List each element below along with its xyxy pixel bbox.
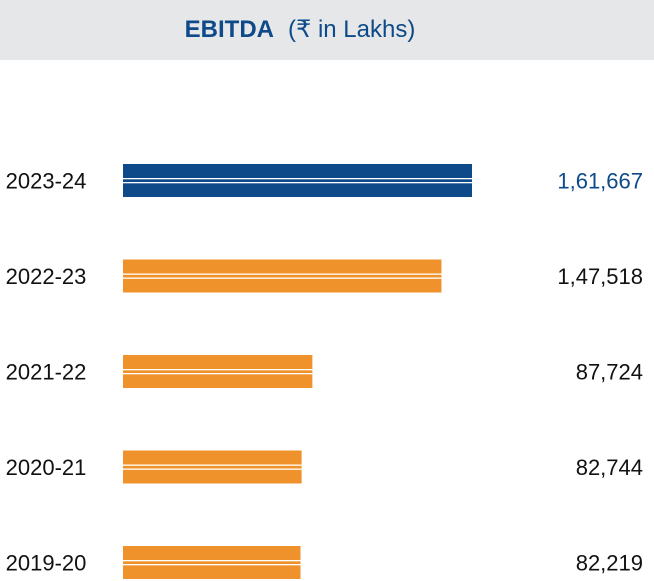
bar-2021-22 xyxy=(123,355,313,388)
bar-stripe-2023-24-1 xyxy=(123,178,472,180)
chart-title-main: EBITDA xyxy=(184,16,275,43)
bar-row-2021-22: 2021-22 87,724 xyxy=(6,355,643,388)
value-label: 82,219 xyxy=(576,551,643,576)
bar-stripe-2021-22-2 xyxy=(123,373,313,375)
chart-header: EBITDA (₹ in Lakhs) xyxy=(0,0,654,60)
category-label: 2023-24 xyxy=(6,169,87,194)
category-label: 2021-22 xyxy=(6,360,87,385)
bar-2019-20 xyxy=(123,546,301,579)
bar-stripe-2020-21-2 xyxy=(123,468,302,470)
bar-row-2020-21: 2020-21 82,744 xyxy=(6,450,643,484)
bar-stripe-2022-23-2 xyxy=(123,277,442,279)
category-label: 2022-23 xyxy=(6,264,87,289)
chart-title-unit: (₹ in Lakhs) xyxy=(288,16,416,43)
category-label: 2020-21 xyxy=(6,455,87,480)
bar-row-2019-20: 2019-20 82,219 xyxy=(6,546,643,579)
bar-2022-23 xyxy=(123,259,442,293)
value-label: 82,744 xyxy=(576,455,643,480)
bar-stripe-2019-20-2 xyxy=(123,564,301,566)
chart-title: EBITDA (₹ in Lakhs) xyxy=(0,0,600,60)
bar-2023-24 xyxy=(123,164,472,197)
bar-stripe-2021-22-1 xyxy=(123,369,313,371)
bar-stripe-2022-23-1 xyxy=(123,273,442,275)
bar-stripe-2019-20-1 xyxy=(123,560,301,562)
value-label: 1,47,518 xyxy=(557,264,643,289)
bar-row-2023-24: 2023-24 1,61,667 xyxy=(6,164,643,197)
value-label: 87,724 xyxy=(576,360,643,385)
bar-stripe-2020-21-1 xyxy=(123,464,302,466)
bar-row-2022-23: 2022-23 1,47,518 xyxy=(6,259,643,293)
bar-stripe-2023-24-2 xyxy=(123,182,472,184)
value-label: 1,61,667 xyxy=(557,169,643,194)
category-label: 2019-20 xyxy=(6,551,87,576)
bar-2020-21 xyxy=(123,450,302,484)
